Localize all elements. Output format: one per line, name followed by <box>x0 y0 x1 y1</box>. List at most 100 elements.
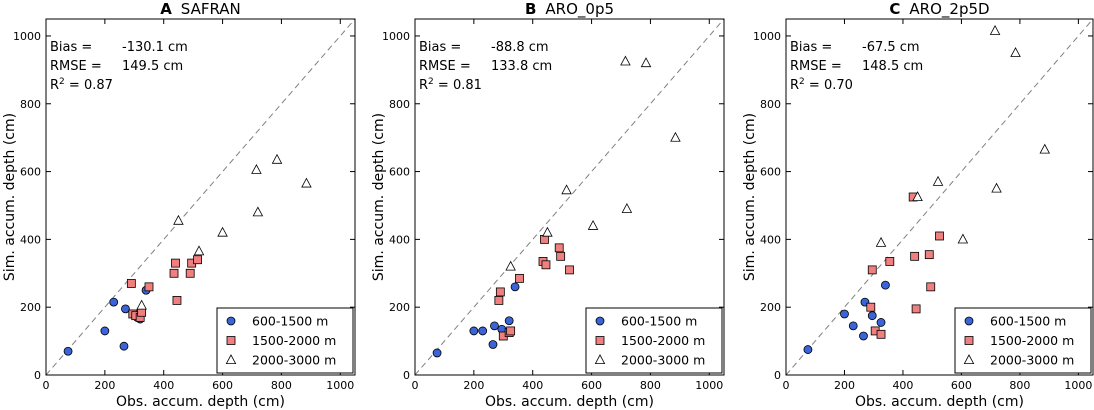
data-point-circle <box>469 326 479 336</box>
x-tick-label: 600 <box>212 379 233 392</box>
rmse-label: RMSE = <box>419 59 471 74</box>
one-to-one-line <box>414 18 725 376</box>
rmse-value: 149.5 cm <box>122 59 183 74</box>
data-point-circle <box>63 346 73 356</box>
legend-marker-square <box>964 336 974 345</box>
data-point-square <box>935 231 944 241</box>
y-tick-label: 800 <box>389 98 410 111</box>
data-point-triangle <box>620 55 631 66</box>
data-point-square <box>495 287 505 297</box>
data-point-circle <box>100 326 110 336</box>
x-axis-label: Obs. accum. depth (cm) <box>855 394 1024 410</box>
y-tick-label: 400 <box>20 233 41 246</box>
data-point-square <box>867 265 877 275</box>
data-point-triangle <box>991 182 1002 193</box>
series-square <box>866 192 944 339</box>
series-square <box>494 234 574 341</box>
r-squared-exponent: 2 <box>428 77 434 87</box>
data-point-circle <box>488 340 498 349</box>
legend-label: 600-1500 m <box>990 314 1066 329</box>
rmse-value: 148.5 cm <box>862 59 923 74</box>
y-tick-label: 1000 <box>382 30 410 43</box>
data-point-square <box>924 250 934 260</box>
panel-letter: C <box>889 0 900 18</box>
panel-c: 0 200 400 600 800 1000 0 200 400 600 800 1000 C ARO_2… <box>742 0 1094 410</box>
data-point-circle <box>848 321 858 331</box>
legend-box <box>585 307 723 374</box>
bias-value: -130.1 cm <box>122 40 188 55</box>
legend-box <box>954 307 1092 374</box>
legend-label: 2000-3000 m <box>252 353 336 368</box>
y-tick-label: 600 <box>389 166 410 179</box>
y-tick-label: 0 <box>774 369 781 382</box>
legend: 600-1500 m 1500-2000 m 2000-3000 m <box>216 307 354 374</box>
data-point-square <box>565 265 574 275</box>
data-point-circle <box>504 316 514 326</box>
data-point-square <box>876 329 886 339</box>
x-tick-label: 800 <box>1009 379 1030 392</box>
data-point-square <box>126 279 136 288</box>
data-point-triangle <box>542 226 553 237</box>
y-tick-label: 1000 <box>753 30 781 43</box>
legend-label: 1500-2000 m <box>252 333 336 348</box>
r-squared-exponent: 2 <box>799 77 805 87</box>
data-point-square <box>169 268 179 278</box>
legend-marker-circle <box>595 316 605 326</box>
data-point-circle <box>121 304 130 314</box>
series-square <box>126 255 202 322</box>
legend-label: 1500-2000 m <box>990 333 1074 348</box>
panel-title-text: SAFRAN <box>181 0 241 18</box>
y-tick-label: 0 <box>34 369 41 382</box>
data-point-square <box>494 296 504 305</box>
legend-label: 2000-3000 m <box>990 353 1074 368</box>
panel-title: B ARO_0p5 <box>525 0 614 19</box>
x-tick-label: 1000 <box>1064 379 1092 392</box>
data-point-circle <box>876 318 886 327</box>
x-tick-label: 400 <box>522 379 543 392</box>
x-axis-label: Obs. accum. depth (cm) <box>485 394 654 410</box>
data-point-triangle <box>640 57 652 68</box>
series-triangle <box>136 153 312 310</box>
data-point-triangle <box>1010 47 1021 57</box>
legend-marker-triangle <box>963 354 975 365</box>
data-point-square <box>172 296 182 305</box>
legend-marker-square <box>595 336 605 345</box>
data-point-triangle <box>1039 143 1051 154</box>
panel-b: 0 200 400 600 800 1000 0 200 400 600 800 1000 B ARO_0… <box>371 0 725 410</box>
data-point-triangle <box>587 219 599 230</box>
x-tick-label: 200 <box>94 379 115 392</box>
legend-label: 1500-2000 m <box>621 333 705 348</box>
r-squared-symbol: R <box>790 78 799 93</box>
x-tick-label: 800 <box>640 379 661 392</box>
data-point-circle <box>119 341 129 351</box>
x-tick-label: 200 <box>463 379 484 392</box>
bias-value: -67.5 cm <box>862 40 920 55</box>
panel-letter: B <box>525 0 536 18</box>
data-point-triangle <box>217 226 228 237</box>
x-tick-label: 600 <box>581 379 602 392</box>
legend-marker-circle <box>226 316 236 326</box>
legend-label: 600-1500 m <box>621 314 697 329</box>
panel-title-text: ARO_0p5 <box>545 0 614 19</box>
data-point-square <box>506 326 516 336</box>
data-point-triangle <box>989 25 1001 35</box>
y-tick-label: 600 <box>20 166 41 179</box>
y-tick-label: 200 <box>20 301 41 314</box>
legend-label: 2000-3000 m <box>621 353 705 368</box>
data-point-triangle <box>173 214 184 225</box>
data-point-square <box>910 251 920 261</box>
data-point-triangle <box>505 260 516 271</box>
r-squared-symbol: R <box>419 78 428 93</box>
data-point-square <box>556 251 566 261</box>
x-axis-label: Obs. accum. depth (cm) <box>116 394 285 410</box>
legend-box <box>216 307 354 374</box>
y-tick-label: 800 <box>20 98 41 111</box>
rmse-label: RMSE = <box>50 59 102 74</box>
panel-title: A SAFRAN <box>160 0 241 18</box>
x-tick-label: 200 <box>834 379 855 392</box>
data-point-circle <box>432 348 442 358</box>
data-point-circle <box>478 326 488 336</box>
data-point-circle <box>881 280 890 290</box>
data-point-square <box>541 260 551 270</box>
r-squared-symbol: R <box>50 78 59 93</box>
